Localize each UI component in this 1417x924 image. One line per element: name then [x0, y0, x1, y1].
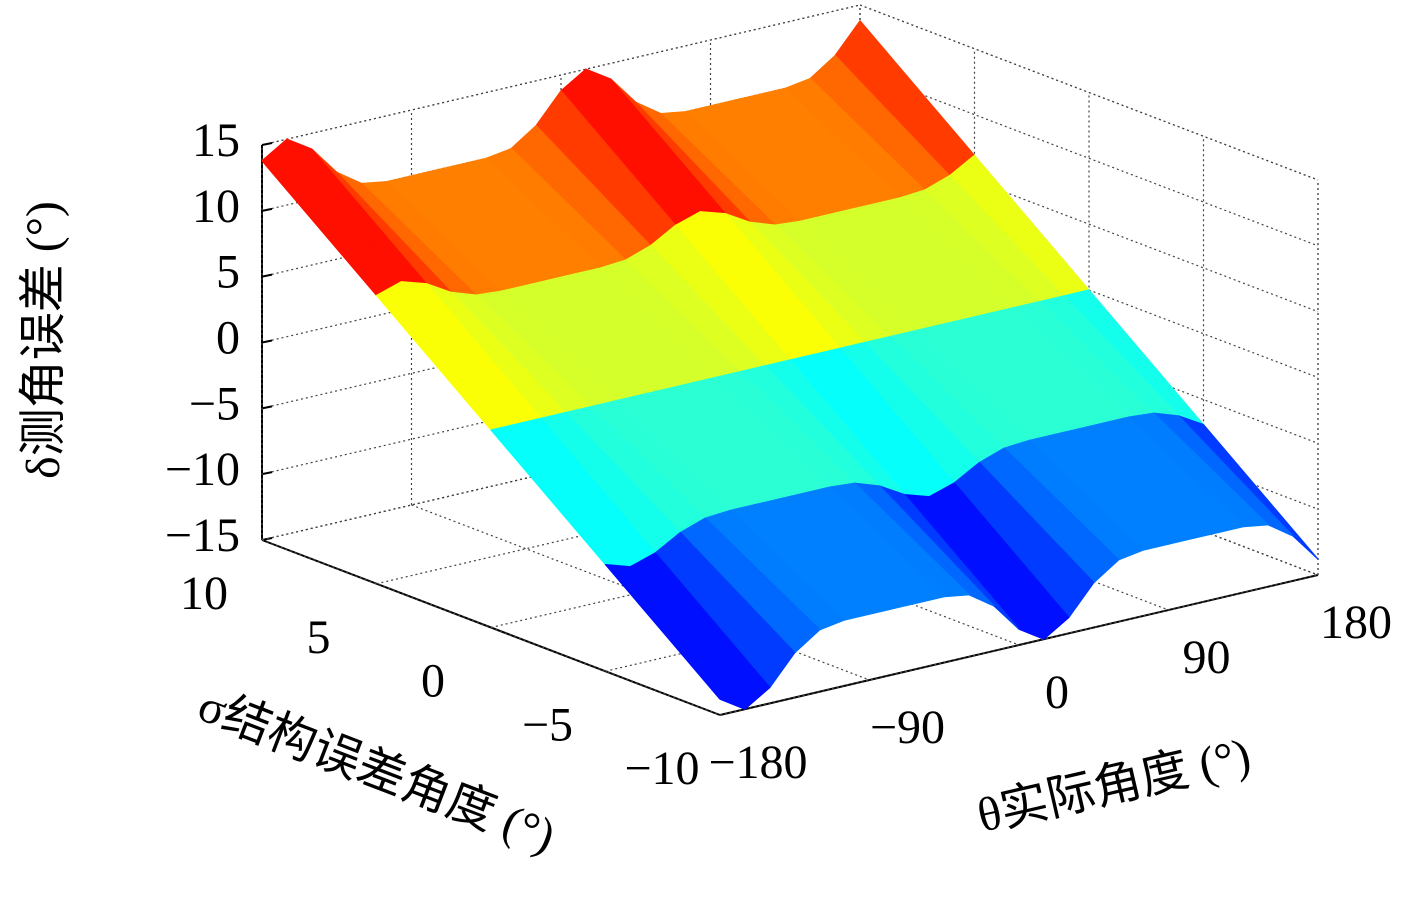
- grid-line: [859, 70, 1319, 247]
- y-tick-label: 0: [421, 655, 445, 708]
- z-tick-label: −5: [189, 377, 240, 430]
- tick-mark: [261, 273, 273, 278]
- x-axis-label: θ实际角度 (°): [973, 729, 1256, 843]
- z-tick-label: 15: [192, 114, 240, 167]
- x-tick-label: 90: [1183, 631, 1231, 684]
- grid-line: [261, 4, 861, 146]
- y-tick-label: 5: [307, 611, 331, 664]
- z-tick-label: −15: [165, 509, 240, 562]
- surface-patch: [604, 563, 746, 710]
- z-tick-label: 0: [216, 312, 240, 365]
- z-tick-label: 10: [192, 180, 240, 233]
- tick-mark: [261, 339, 273, 344]
- x-tick-label: 0: [1045, 666, 1069, 719]
- grid-line: [859, 4, 1319, 181]
- y-tick-label: −10: [624, 742, 699, 795]
- x-tick-label: 180: [1320, 596, 1392, 649]
- z-tick-label: 5: [216, 246, 240, 299]
- z-axis-label: δ测角误差 (°): [17, 201, 70, 479]
- x-tick-label: −180: [708, 736, 807, 789]
- tick-mark: [261, 142, 273, 146]
- tick-mark: [261, 207, 273, 212]
- tick-mark: [261, 405, 273, 410]
- surface: [261, 20, 1319, 710]
- grid-line: [719, 574, 1319, 716]
- y-tick-label: 10: [180, 567, 228, 620]
- z-tick-label: −10: [165, 443, 240, 496]
- y-axis-label: σ结构误差角度 (°): [191, 679, 562, 864]
- tick-mark: [261, 471, 273, 476]
- x-tick-label: −90: [870, 701, 945, 754]
- y-tick-label: −5: [522, 698, 573, 751]
